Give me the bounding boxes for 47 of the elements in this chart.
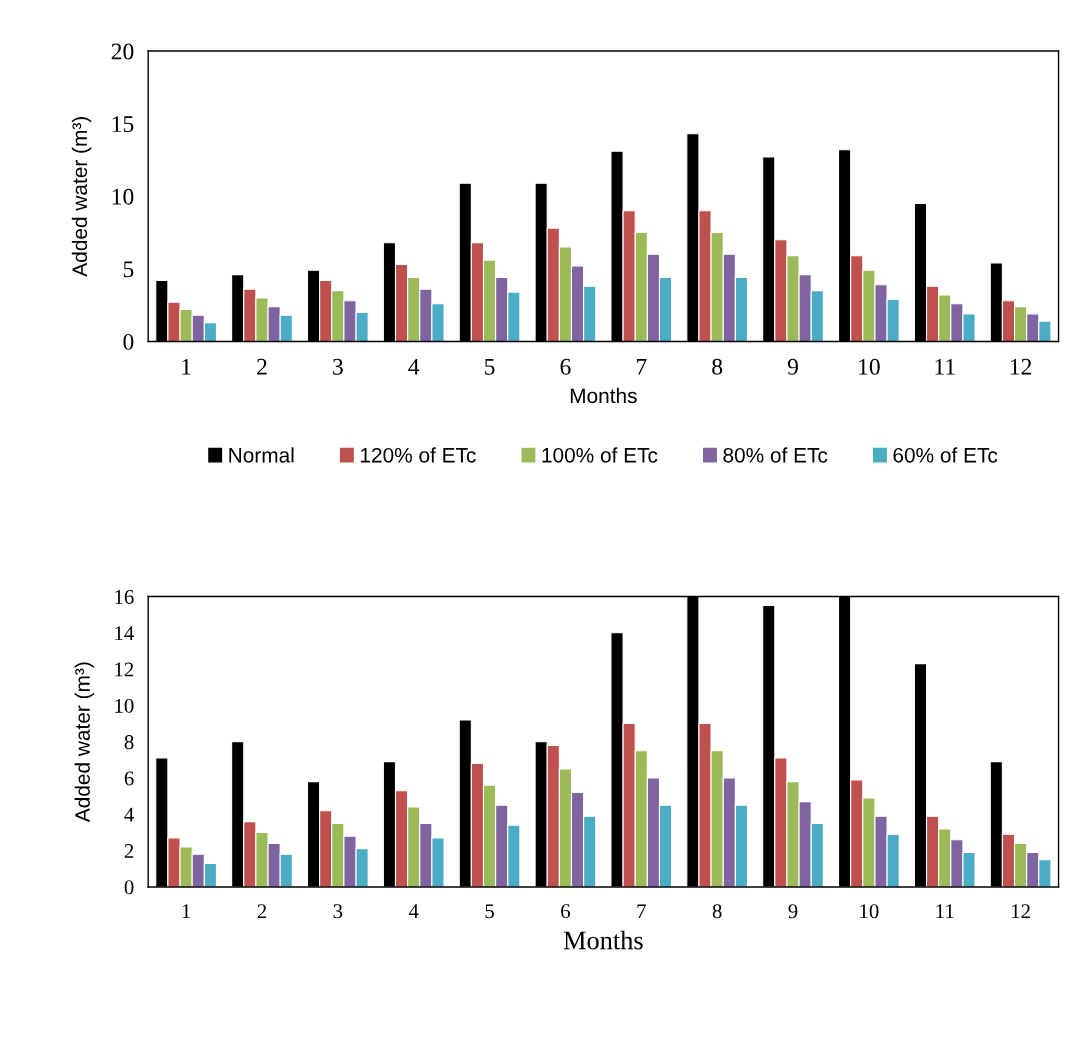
- x-tick-label: 1: [182, 358, 191, 375]
- y-axis-title: Added water (m³): [74, 662, 94, 823]
- x-tick-label: 12: [1012, 904, 1030, 919]
- x-tick-label: 1: [182, 904, 191, 919]
- y-tick-label: 6: [124, 771, 134, 786]
- x-tick-label: 11: [935, 358, 955, 375]
- x-tick-label: 8: [712, 904, 722, 919]
- legend-label: 100% of ETc: [542, 447, 658, 463]
- x-tick-label: 12: [1010, 358, 1032, 375]
- legend-label: 80% of ETc: [723, 447, 828, 463]
- x-tick-label: 10: [859, 358, 880, 375]
- y-tick-label: 4: [124, 807, 134, 822]
- y-tick-label: 8: [124, 735, 134, 750]
- x-tick-label: 3: [333, 358, 343, 375]
- legend-label: Normal: [229, 447, 294, 463]
- y-tick-label: 16: [115, 589, 134, 604]
- x-tick-label: 7: [636, 359, 647, 375]
- x-tick-label: 4: [408, 904, 419, 919]
- x-axis-title: Months: [563, 930, 643, 950]
- x-tick-label: 7: [637, 904, 646, 919]
- x-axis-title: Months: [570, 387, 637, 404]
- y-tick-label: 15: [112, 116, 134, 133]
- x-tick-label: 3: [333, 904, 343, 919]
- y-tick-label: 0: [124, 880, 134, 895]
- y-tick-label: 14: [115, 626, 134, 641]
- x-tick-label: 10: [860, 904, 879, 919]
- x-tick-label: 11: [936, 904, 954, 919]
- y-tick-label: 2: [124, 844, 134, 858]
- legend-label: 120% of ETc: [360, 447, 476, 463]
- x-tick-label: 2: [257, 358, 267, 375]
- x-tick-label: 6: [561, 904, 571, 919]
- x-tick-label: 5: [485, 904, 494, 919]
- y-tick-label: 0: [123, 333, 134, 350]
- y-tick-label: 12: [115, 662, 134, 677]
- x-tick-label: 2: [257, 904, 267, 919]
- x-tick-label: 9: [788, 904, 798, 919]
- x-tick-label: 5: [485, 359, 495, 375]
- x-tick-label: 4: [408, 358, 420, 375]
- y-tick-label: 10: [115, 698, 134, 713]
- x-tick-label: 8: [712, 358, 723, 375]
- y-tick-label: 10: [112, 188, 134, 205]
- y-axis-title: Added water (m³): [71, 117, 92, 277]
- y-tick-label: 5: [123, 261, 134, 278]
- x-tick-label: 9: [787, 358, 798, 375]
- y-tick-label: 20: [111, 43, 134, 60]
- x-tick-label: 6: [560, 358, 571, 375]
- legend-label: 60% of ETc: [893, 447, 998, 463]
